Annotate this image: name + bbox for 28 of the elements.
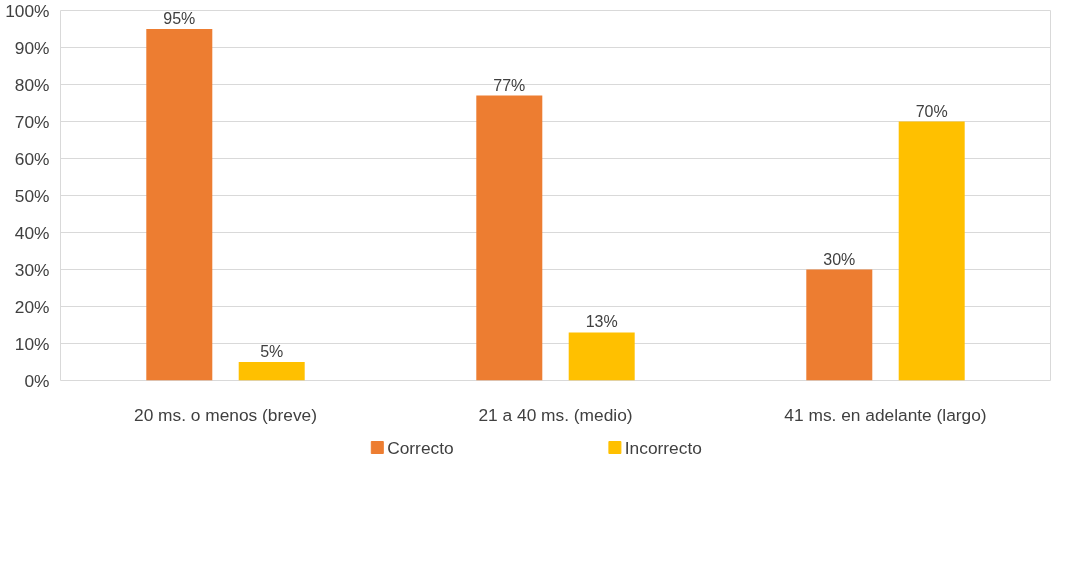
legend-label: Incorrecto <box>624 437 702 458</box>
bar <box>806 269 873 381</box>
x-tick-label: 20 ms. o menos (breve) <box>134 404 317 425</box>
bar <box>146 29 213 381</box>
y-tick-label: 60% <box>14 148 50 169</box>
y-tick-label: 80% <box>14 74 50 95</box>
y-tick-label: 0% <box>24 370 50 391</box>
y-tick-label: 100% <box>5 0 50 21</box>
bar <box>898 121 965 381</box>
x-tick-label: 41 ms. en adelante (largo) <box>784 404 987 425</box>
legend-label: Correcto <box>387 437 454 458</box>
data-label: 13% <box>585 313 618 331</box>
data-label: 77% <box>493 76 526 94</box>
y-tick-label: 30% <box>14 259 50 280</box>
y-tick-label: 70% <box>14 111 50 132</box>
y-tick-label: 10% <box>14 333 50 354</box>
bar <box>568 332 635 381</box>
y-tick-label: 90% <box>14 37 50 58</box>
data-label: 70% <box>915 102 948 120</box>
data-label: 95% <box>163 10 196 27</box>
y-tick-label: 50% <box>14 185 50 206</box>
data-label: 30% <box>823 250 856 268</box>
data-label: 5% <box>260 343 284 360</box>
x-tick-label: 21 a 40 ms. (medio) <box>478 404 633 425</box>
y-tick-label: 20% <box>14 296 50 317</box>
bar <box>238 362 305 381</box>
y-tick-label: 40% <box>14 222 50 243</box>
bar <box>476 95 543 381</box>
